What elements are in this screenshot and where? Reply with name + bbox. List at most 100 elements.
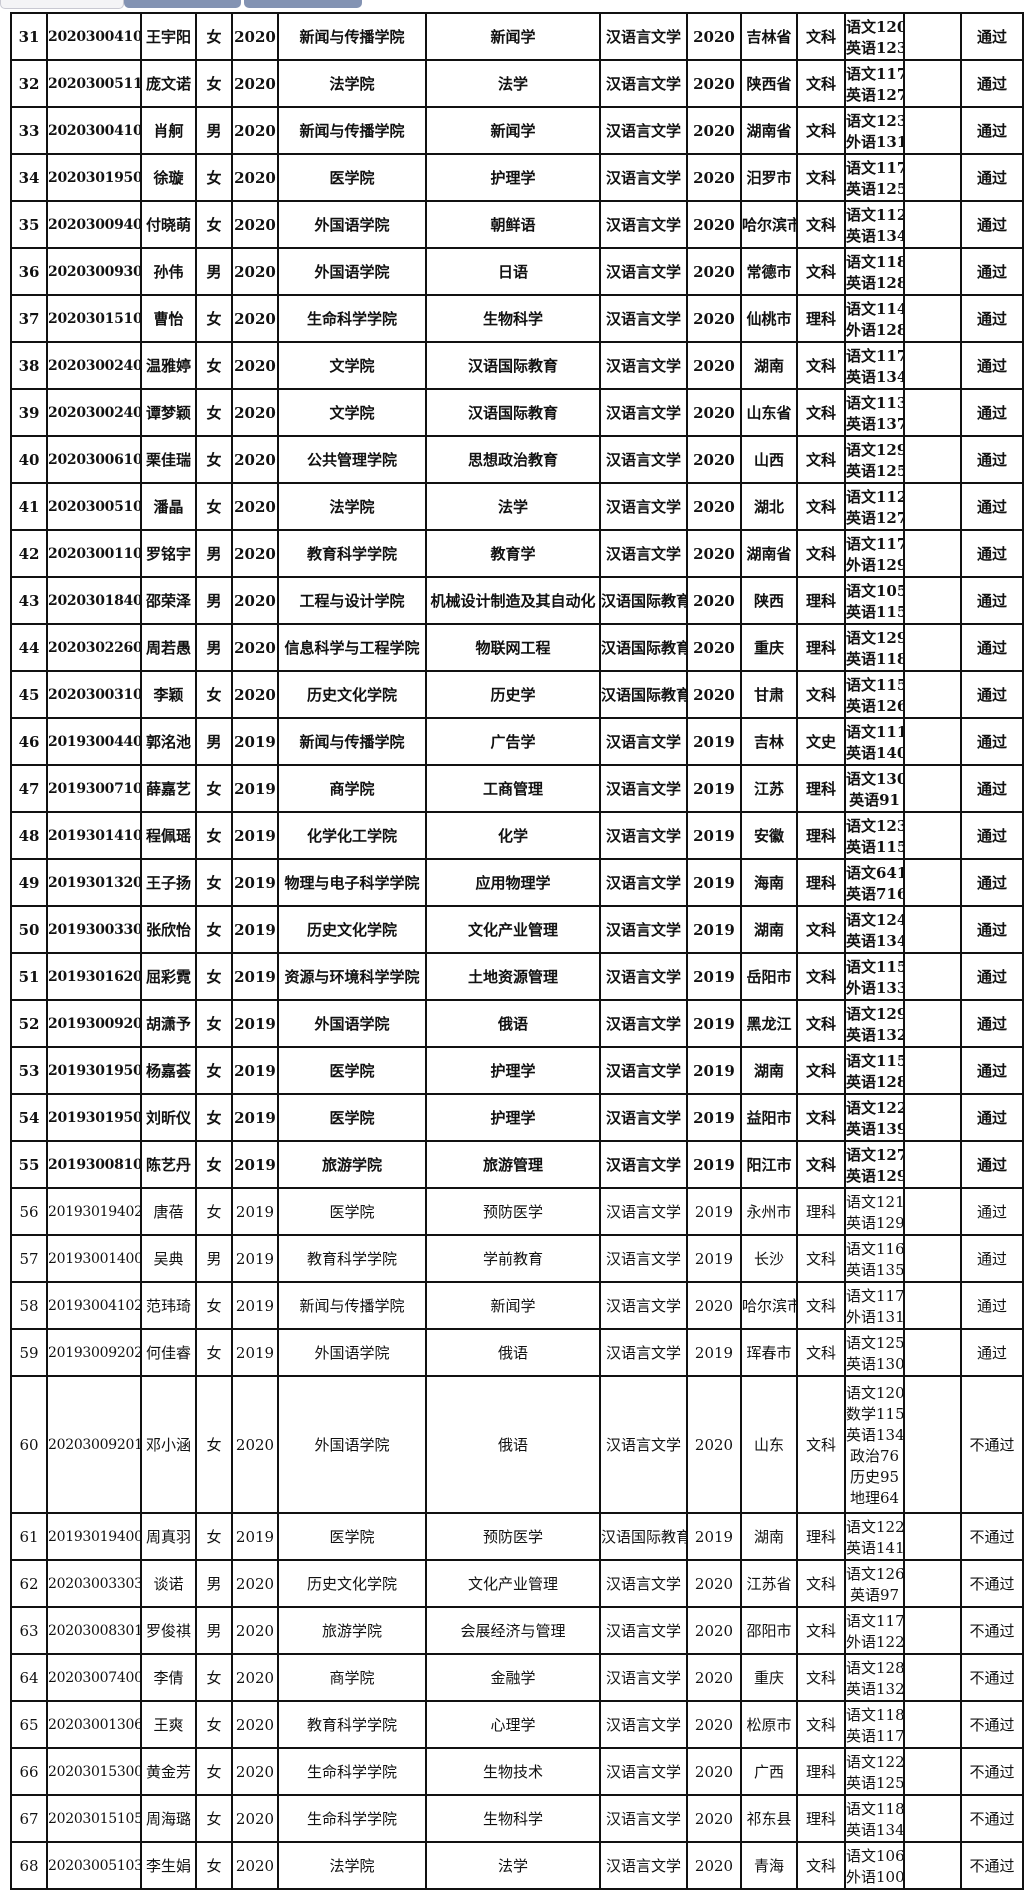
- gender-cell: 女: [195, 294, 233, 343]
- row-number-cell: 46: [10, 717, 48, 766]
- track-cell: 文科: [796, 106, 846, 155]
- year-cell: 2020: [686, 670, 742, 719]
- year-cell: 2020: [686, 294, 742, 343]
- gender-cell: 女: [195, 59, 233, 108]
- row-number-cell: 53: [10, 1046, 48, 1095]
- track-cell: 文科: [796, 1093, 846, 1142]
- gender-cell: 女: [195, 1375, 233, 1514]
- major-cell: 生物科学: [425, 1794, 601, 1843]
- student-id-cell: 202030153002: [46, 1747, 142, 1796]
- note-cell: [903, 1512, 962, 1561]
- name-cell: 付晓萌: [140, 200, 197, 249]
- gender-cell: 男: [195, 717, 233, 766]
- name-cell: 王宇阳: [140, 12, 197, 61]
- track-cell: 文科: [796, 1559, 846, 1608]
- gender-cell: 女: [195, 153, 233, 202]
- result-cell: 通过: [960, 529, 1024, 578]
- tab-2[interactable]: [124, 0, 241, 8]
- year-cell: 2020: [686, 1841, 742, 1890]
- row-number-cell: 67: [10, 1794, 48, 1843]
- target-major-cell: 汉语言文学: [599, 341, 688, 390]
- target-major-cell: 汉语言文学: [599, 1700, 688, 1749]
- grade-cell: 2020: [231, 1700, 279, 1749]
- score-line: 历史95: [849, 1467, 900, 1486]
- origin-cell: 江苏: [740, 764, 798, 813]
- student-id-cell: 202030195042: [46, 153, 142, 202]
- origin-cell: 松原市: [740, 1700, 798, 1749]
- table-row: 38202030024006温雅婷女2020文学院汉语国际教育汉语言文学2020…: [10, 341, 1024, 390]
- track-cell: 文科: [796, 247, 846, 296]
- name-cell: 徐璇: [140, 153, 197, 202]
- origin-cell: 陕西: [740, 576, 798, 625]
- score-line: 语文129: [846, 440, 904, 459]
- scores-cell: 语文125 英语130: [844, 1328, 905, 1377]
- track-cell: 文科: [796, 59, 846, 108]
- college-cell: 新闻与传播学院: [277, 717, 427, 766]
- major-cell: 金融学: [425, 1653, 601, 1702]
- name-cell: 孙伟: [140, 247, 197, 296]
- origin-cell: 哈尔滨市: [740, 200, 798, 249]
- table-row: 35202030094006付晓萌女2020外国语学院朝鲜语汉语言文学2020哈…: [10, 200, 1024, 249]
- year-cell: 2020: [686, 482, 742, 531]
- gender-cell: 女: [195, 1140, 233, 1189]
- gender-cell: 男: [195, 247, 233, 296]
- college-cell: 生命科学学院: [277, 1747, 427, 1796]
- note-cell: [903, 1234, 962, 1283]
- row-number-cell: 56: [10, 1187, 48, 1236]
- note-cell: [903, 247, 962, 296]
- score-line: 英语115: [846, 837, 904, 856]
- score-line: 语文117: [846, 1286, 904, 1305]
- table-row: 43202030184024邵荣泽男2020工程与设计学院机械设计制造及其自动化…: [10, 576, 1024, 625]
- target-major-cell: 汉语言文学: [599, 200, 688, 249]
- grade-cell: 2020: [231, 341, 279, 390]
- name-cell: 曹怡: [140, 294, 197, 343]
- student-id-cell: 201930071052: [46, 764, 142, 813]
- origin-cell: 重庆: [740, 623, 798, 672]
- college-cell: 外国语学院: [277, 999, 427, 1048]
- result-cell: 通过: [960, 247, 1024, 296]
- name-cell: 李颖: [140, 670, 197, 719]
- grade-cell: 2020: [231, 529, 279, 578]
- score-line: 语文123: [846, 111, 904, 130]
- gender-cell: 女: [195, 764, 233, 813]
- origin-cell: 吉林省: [740, 12, 798, 61]
- major-cell: 俄语: [425, 1328, 601, 1377]
- name-cell: 李生娟: [140, 1841, 197, 1890]
- year-cell: 2020: [686, 1653, 742, 1702]
- grade-cell: 2019: [231, 1281, 279, 1330]
- major-cell: 生物科学: [425, 294, 601, 343]
- row-number-cell: 31: [10, 12, 48, 61]
- result-cell: 不通过: [960, 1747, 1024, 1796]
- origin-cell: 哈尔滨市: [740, 1281, 798, 1330]
- year-cell: 2020: [686, 576, 742, 625]
- origin-cell: 山东: [740, 1375, 798, 1514]
- target-major-cell: 汉语言文学: [599, 1140, 688, 1189]
- track-cell: 理科: [796, 858, 846, 907]
- table-row: 61 201930194008 周真羽女 2019 医学院 预防医学 汉语国际教育 2019 湖…: [10, 1512, 1024, 1561]
- target-major-cell: 汉语言文学: [599, 388, 688, 437]
- table-row: 33202030041046肖舸男2020新闻与传播学院新闻学汉语言文学2020…: [10, 106, 1024, 155]
- result-cell: 通过: [960, 1328, 1024, 1377]
- student-id-cell: 201930132041: [46, 858, 142, 907]
- table-row: 62 202030033034 谈诺男 2020 历史文化学院 文化产业管理 汉语言文学 20…: [10, 1559, 1024, 1608]
- score-line: 语文117: [846, 64, 904, 83]
- target-major-cell: 汉语言文学: [599, 294, 688, 343]
- scores-cell: 语文124 英语134: [844, 905, 905, 954]
- grade-cell: 2020: [231, 1606, 279, 1655]
- student-id-cell: 202030051038: [46, 1841, 142, 1890]
- major-cell: 广告学: [425, 717, 601, 766]
- major-cell: 生物技术: [425, 1747, 601, 1796]
- tab-1[interactable]: [0, 0, 124, 9]
- result-cell: 通过: [960, 717, 1024, 766]
- college-cell: 外国语学院: [277, 200, 427, 249]
- score-line: 语文122: [846, 1098, 904, 1117]
- gender-cell: 男: [195, 1234, 233, 1283]
- track-cell: 文科: [796, 12, 846, 61]
- track-cell: 文科: [796, 1046, 846, 1095]
- college-cell: 医学院: [277, 1187, 427, 1236]
- name-cell: 邓小涵: [140, 1375, 197, 1514]
- name-cell: 栗佳瑞: [140, 435, 197, 484]
- student-id-cell: 201930092022: [46, 1328, 142, 1377]
- note-cell: [903, 153, 962, 202]
- tab-3[interactable]: [244, 0, 362, 8]
